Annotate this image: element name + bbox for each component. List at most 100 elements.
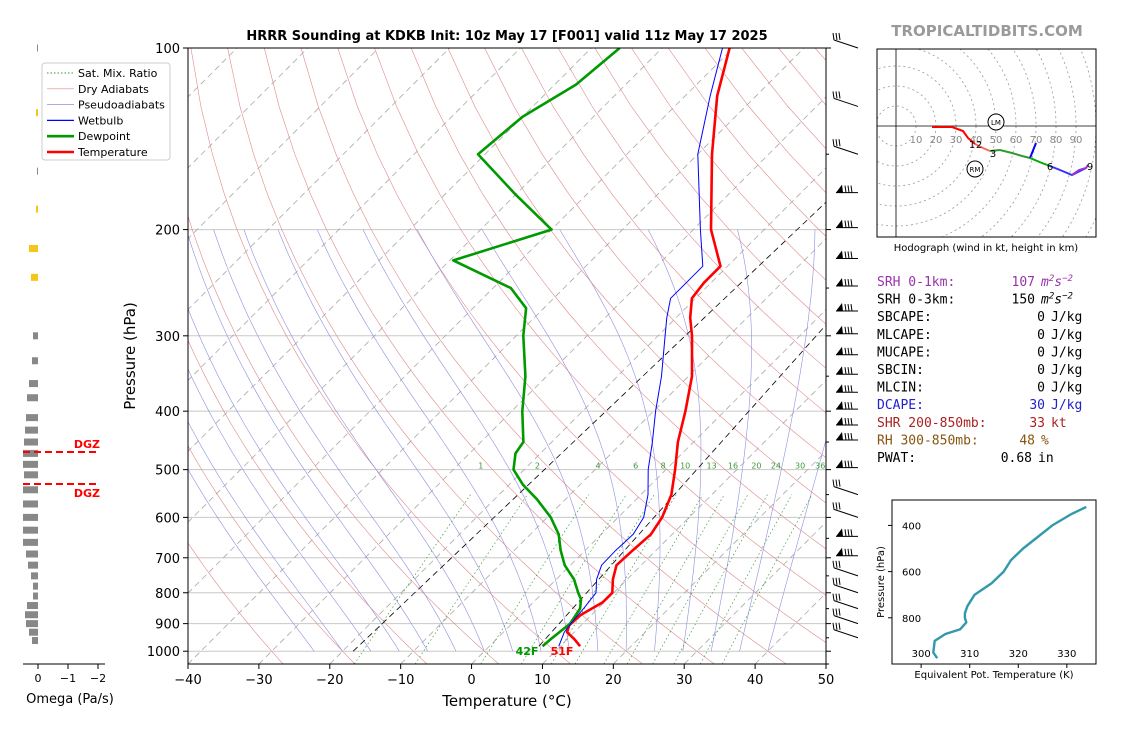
dgz-label-top: DGZ bbox=[74, 438, 100, 451]
mixing-ratio-line bbox=[480, 494, 589, 664]
wind-barb-feather bbox=[844, 417, 847, 426]
index-value: 107 bbox=[1012, 275, 1035, 290]
x-tick-label: −30 bbox=[245, 673, 272, 688]
dry-adiabat-line bbox=[521, 48, 826, 414]
omega-bar bbox=[23, 460, 38, 468]
index-label: SBCIN: bbox=[877, 363, 924, 378]
legend-label: Pseudoadiabats bbox=[78, 99, 165, 112]
index-row: MLCIN: 0 J/kg bbox=[877, 381, 1082, 396]
pseudoadiabat-line bbox=[317, 229, 542, 652]
wind-barb-feather bbox=[850, 417, 853, 426]
wind-barb-feather bbox=[850, 529, 853, 537]
wind-barb-feather bbox=[838, 139, 841, 147]
wind-barb-feather bbox=[838, 502, 841, 510]
skewt-frame bbox=[187, 47, 827, 665]
wind-barb-feather bbox=[847, 385, 850, 393]
wind-barb-feather bbox=[850, 347, 853, 355]
hodograph-ring-label: 70 bbox=[1030, 135, 1043, 146]
omega-bar bbox=[26, 414, 38, 422]
y-tick-label: 700 bbox=[155, 552, 180, 567]
wind-barb-feather bbox=[847, 432, 850, 441]
wind-barb-feather bbox=[832, 502, 835, 510]
wind-barb bbox=[836, 366, 858, 375]
isotherm-line bbox=[188, 48, 379, 240]
wind-barb-feather bbox=[844, 432, 847, 441]
index-unit: m2s−2 bbox=[1040, 292, 1073, 308]
wind-barb-feather bbox=[847, 529, 850, 537]
hodograph-height-label: 3 bbox=[990, 149, 996, 160]
index-row: PWAT: 0.68 in bbox=[877, 451, 1054, 466]
skewt-panel: 1 2 4 6 8 10 13 16 20 24 30 36 −40 −30 −20 −10 0 10 20 30 4… bbox=[121, 32, 859, 710]
wind-barb-feather bbox=[847, 402, 850, 410]
theta-e-x-tick-label: 320 bbox=[1009, 649, 1028, 660]
omega-bar bbox=[29, 380, 38, 388]
surface-dewpoint-label: 42F bbox=[516, 645, 539, 658]
y-tick-label: 300 bbox=[155, 330, 180, 345]
omega-panel: 0 −1 −2 Omega (Pa/s) DGZ DGZ bbox=[23, 44, 114, 707]
omega-bar bbox=[23, 538, 38, 546]
wind-barb bbox=[832, 593, 859, 610]
pseudoadiabat-line bbox=[559, 229, 661, 652]
hodograph-ring-label: 40 bbox=[970, 135, 983, 146]
index-row: MLCAPE: 0 J/kg bbox=[877, 328, 1082, 343]
isotherm-line bbox=[188, 48, 521, 382]
wind-barb-feather bbox=[838, 91, 841, 99]
wind-barb bbox=[832, 32, 859, 49]
wind-barb-feather bbox=[844, 367, 847, 375]
omega-bar bbox=[36, 109, 38, 117]
index-value: 0 bbox=[1037, 310, 1045, 325]
pseudoadiabat-line bbox=[188, 234, 428, 652]
theta-e-y-tick-label: 800 bbox=[902, 614, 921, 625]
omega-bar bbox=[27, 602, 38, 610]
legend-label: Dry Adiabats bbox=[78, 83, 149, 96]
wind-barb-staff bbox=[833, 600, 859, 610]
wind-barb-feather bbox=[844, 185, 847, 193]
wind-barb-flag bbox=[836, 401, 843, 410]
wind-barb-feather bbox=[847, 326, 850, 334]
hodograph-height-label: 6 bbox=[1047, 162, 1053, 173]
wind-barb-feather bbox=[844, 548, 847, 556]
wind-barb-feather bbox=[847, 220, 850, 228]
wind-barb-flag bbox=[836, 432, 843, 441]
index-unit: J/kg bbox=[1051, 310, 1082, 325]
index-row: SBCAPE: 0 J/kg bbox=[877, 310, 1082, 325]
omega-x-tick-label: −1 bbox=[60, 672, 76, 685]
isotherm-line bbox=[188, 48, 592, 452]
wind-barb bbox=[836, 250, 858, 259]
index-value: 0 bbox=[1037, 345, 1045, 360]
y-tick-label: 400 bbox=[155, 405, 180, 420]
wind-barb-feather bbox=[850, 185, 853, 193]
wind-barb-staff bbox=[833, 97, 859, 107]
hodograph-trace bbox=[1071, 164, 1089, 176]
theta-e-x-tick-label: 300 bbox=[912, 649, 931, 660]
wind-barb bbox=[836, 417, 858, 426]
pseudoadiabat-line bbox=[739, 229, 816, 652]
wind-barb-flag bbox=[836, 184, 843, 193]
omega-bar bbox=[23, 513, 38, 521]
index-row: RH 300-850mb: 48% bbox=[877, 433, 1049, 448]
x-tick-label: 0 bbox=[467, 673, 475, 688]
pseudoadiabat-line bbox=[188, 307, 400, 652]
wind-barb-flag bbox=[836, 278, 843, 287]
index-value: 33 bbox=[1029, 416, 1045, 431]
wind-barb-feather bbox=[850, 303, 853, 312]
x-tick-label: 50 bbox=[818, 673, 835, 688]
omega-bar bbox=[26, 620, 38, 628]
legend-label: Sat. Mix. Ratio bbox=[78, 67, 158, 80]
omega-bar bbox=[33, 332, 38, 340]
pseudoadiabat-line bbox=[647, 229, 702, 652]
wind-barb bbox=[832, 560, 859, 577]
wind-barb-flag bbox=[836, 366, 843, 375]
omega-x-label: Omega (Pa/s) bbox=[26, 692, 114, 707]
mixing-ratio-label: 24 bbox=[771, 461, 781, 470]
hodograph-ring-label: 10 bbox=[910, 135, 923, 146]
theta-e-y-label: Pressure (hPa) bbox=[876, 546, 887, 618]
index-unit: J/kg bbox=[1051, 398, 1082, 413]
wind-barb-flag bbox=[836, 250, 843, 259]
mixing-ratio-label: 1 bbox=[478, 461, 483, 470]
mixing-ratio-label: 8 bbox=[661, 461, 666, 470]
pseudoadiabat-line bbox=[416, 229, 599, 652]
x-tick-label: −10 bbox=[387, 673, 414, 688]
y-tick-label: 900 bbox=[155, 618, 180, 633]
